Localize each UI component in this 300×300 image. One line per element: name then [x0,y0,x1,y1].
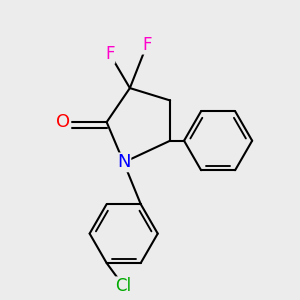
Text: F: F [105,45,115,63]
Text: Cl: Cl [116,277,132,295]
Text: F: F [142,36,152,54]
Text: N: N [117,153,130,171]
Text: O: O [56,113,70,131]
